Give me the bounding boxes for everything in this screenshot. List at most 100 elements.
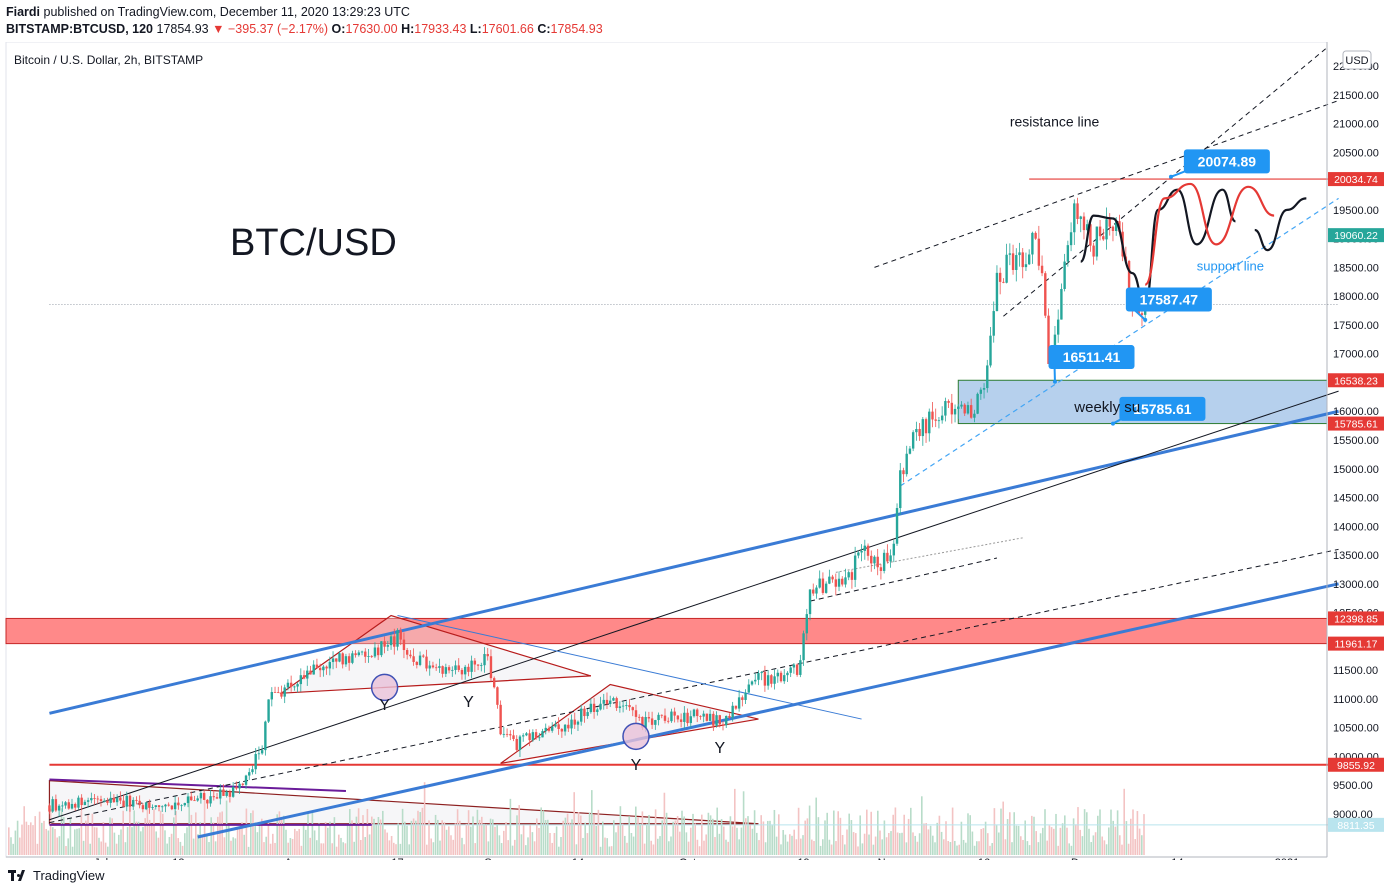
candle-body: [744, 692, 747, 700]
channel-mid-dashed[interactable]: [874, 100, 1339, 268]
candle-body: [870, 555, 873, 564]
currency-label: USD: [1345, 55, 1368, 67]
candle-body: [567, 724, 570, 729]
volume-bar: [208, 842, 210, 855]
volume-bar: [100, 841, 102, 855]
projection-wave-black-0[interactable]: [1079, 214, 1113, 263]
chart-canvas[interactable]: 20074.89 17587.47 16511.41 15785.61 Bitcoin…: [0, 42, 1395, 860]
red-supply-zone[interactable]: [5, 617, 1328, 645]
volume-bar: [1136, 811, 1139, 855]
dashed-trend-line[interactable]: [49, 548, 1339, 824]
volume-bar: [837, 811, 839, 855]
volume-bar: [1125, 821, 1128, 855]
candle-body: [57, 805, 61, 811]
candle-body: [521, 735, 525, 737]
candle-body: [815, 587, 818, 594]
candle-body: [741, 697, 744, 700]
resistance-annotation: resistance line: [1010, 113, 1100, 129]
candle-body: [596, 709, 599, 712]
triangle-pattern-aug[interactable]: [279, 614, 592, 694]
price-callout[interactable]: [1048, 345, 1135, 370]
publish-text: published on TradingView.com, December 1…: [43, 5, 410, 19]
price-level-tag[interactable]: [1328, 373, 1384, 388]
candle-body: [235, 786, 238, 789]
support-dashed-line[interactable]: [899, 197, 1339, 487]
projection-wave-black-2[interactable]: [1254, 197, 1307, 252]
candle-body: [164, 804, 167, 807]
candle-body: [54, 799, 58, 811]
volume-bar: [901, 832, 903, 855]
price-level-tag[interactable]: [1328, 611, 1384, 626]
volume-bar: [294, 828, 296, 855]
candle-body: [1027, 254, 1031, 265]
price-callout[interactable]: [1125, 287, 1212, 312]
volume-bar: [775, 836, 778, 855]
volume-bar: [674, 820, 677, 855]
candle-body: [641, 716, 644, 728]
candle-body: [502, 733, 506, 735]
volume-bar: [613, 820, 615, 855]
volume-bar: [723, 826, 725, 855]
volume-bar: [712, 818, 714, 855]
volume-bar: [1015, 825, 1018, 855]
pattern-circle-marker[interactable]: [622, 722, 650, 751]
price-level-tag[interactable]: [1328, 757, 1384, 772]
price-callout[interactable]: [1119, 396, 1206, 421]
price-callout[interactable]: [1183, 149, 1270, 174]
candle-body: [515, 738, 518, 750]
candle-body: [760, 672, 763, 674]
price-axis-tag[interactable]: [1328, 228, 1384, 243]
price-level-tag[interactable]: [1328, 636, 1384, 651]
pattern-circle-marker[interactable]: [370, 673, 399, 702]
volume-bar: [518, 805, 520, 855]
candle-body: [1108, 219, 1111, 227]
volume-bar: [421, 807, 424, 855]
blue-channel-upper[interactable]: [49, 409, 1339, 715]
candle-body: [911, 432, 915, 449]
chart-title: Bitcoin / U.S. Dollar, 2h, BITSTAMP: [14, 53, 203, 67]
price-tick-label: 14000.00: [1333, 521, 1379, 533]
volume-bar: [943, 839, 945, 855]
wedge-lower-dashed[interactable]: [809, 557, 998, 602]
projection-wave-red[interactable]: [1144, 182, 1275, 286]
volume-bar: [848, 813, 850, 855]
volume-bar: [503, 830, 505, 855]
volume-bar: [395, 844, 397, 855]
channel-top-dashed[interactable]: [1003, 48, 1326, 317]
candle-body: [950, 402, 954, 415]
candle-body: [209, 796, 212, 804]
purple-upper-line[interactable]: [49, 778, 346, 792]
currency-badge[interactable]: [1342, 50, 1372, 70]
volume-bar: [239, 827, 241, 855]
blue-channel-lower[interactable]: [197, 582, 1339, 839]
volume-bar: [654, 809, 657, 855]
symbol-label[interactable]: BITSTAMP:BTCUSD, 120: [6, 22, 154, 36]
tradingview-brand[interactable]: TradingView: [8, 868, 105, 883]
volume-bar: [500, 843, 503, 855]
volume-bar: [509, 798, 512, 855]
candle-body: [283, 687, 286, 697]
volume-bar: [340, 837, 342, 855]
volume-bar: [566, 813, 569, 855]
volume-bar: [137, 821, 140, 855]
triangle-extension[interactable]: [397, 615, 862, 720]
price-level-tag[interactable]: [1328, 416, 1384, 431]
volume-bar: [168, 836, 171, 855]
candle-body: [357, 652, 361, 656]
volume-bar: [800, 838, 802, 855]
volume-bar: [142, 826, 144, 855]
volume-bar: [366, 809, 369, 855]
volume-bar: [415, 820, 417, 855]
volume-bar: [707, 812, 710, 855]
candle-body: [112, 797, 116, 803]
price-level-tag[interactable]: [1328, 172, 1384, 187]
plot-area[interactable]: [5, 42, 1328, 858]
volume-bar: [1024, 820, 1026, 855]
price-axis-tag[interactable]: [1328, 817, 1384, 832]
volume-bar: [1075, 824, 1077, 855]
price-tick-label: 11000.00: [1333, 694, 1378, 706]
projection-wave-black-1[interactable]: [1112, 188, 1237, 306]
volume-bar: [228, 825, 230, 855]
candle-body: [528, 733, 531, 741]
author-name[interactable]: Fiardi: [6, 5, 41, 19]
